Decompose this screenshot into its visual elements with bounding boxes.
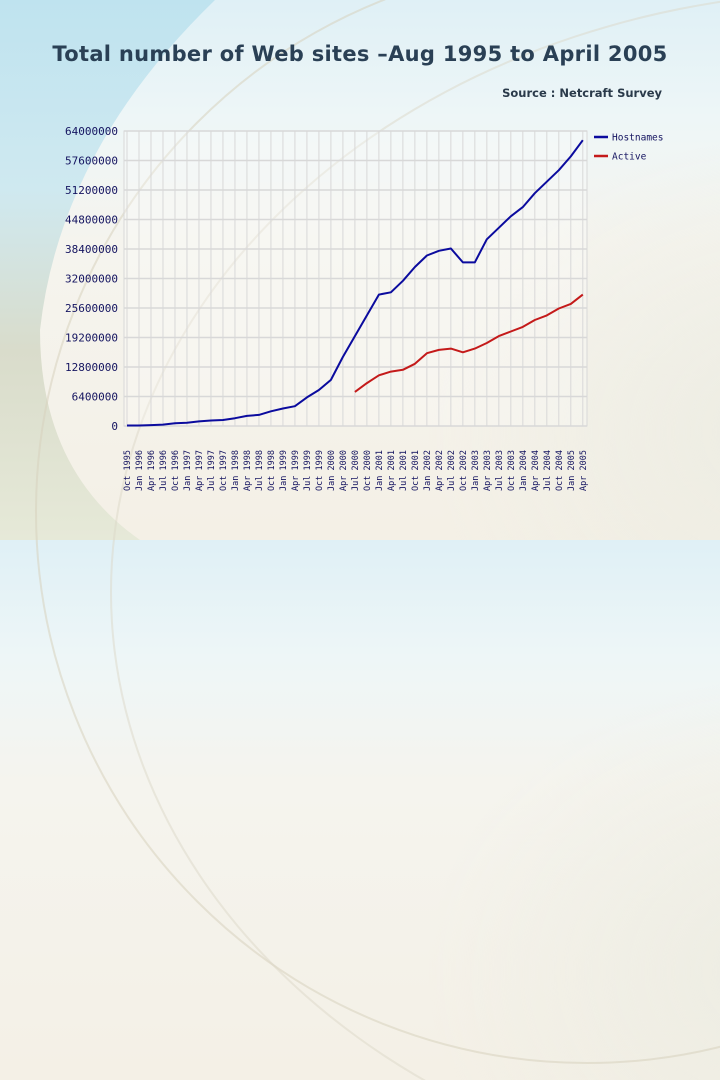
y-axis: 0 6400000 12800000 19200000 25600000 32000000…	[65, 125, 118, 433]
x-tick-label: Jan 1996	[135, 450, 145, 491]
x-tick-label: Apr 2000	[339, 450, 349, 491]
x-tick-label: Apr 1996	[147, 450, 157, 491]
legend-label-active: Active	[612, 152, 647, 163]
x-tick-label: Oct 1997	[219, 450, 229, 491]
x-tick-label: Oct 2002	[459, 450, 469, 491]
x-tick-label: Jul 1998	[255, 450, 265, 491]
y-tick-label: 19200000	[65, 332, 118, 345]
slide-title: Total number of Web sites –Aug 1995 to A…	[52, 42, 668, 66]
x-axis: Oct 1995 Jan 1996 Apr 1996 Jul 1996 Oct 1996…	[123, 450, 589, 491]
y-tick-label: 51200000	[65, 184, 118, 197]
x-tick-label: Oct 2003	[507, 450, 517, 491]
x-tick-label: Jan 2003	[471, 450, 481, 491]
x-tick-label: Jul 1997	[207, 450, 217, 491]
series-line-active	[354, 293, 584, 393]
x-tick-label: Apr 2002	[435, 450, 445, 491]
line-chart: 0 6400000 12800000 19200000 25600000 32000000…	[65, 125, 663, 491]
y-tick-label: 12800000	[65, 361, 118, 374]
x-tick-label: Jan 2002	[423, 450, 433, 491]
x-tick-label: Jan 1997	[183, 450, 193, 491]
x-tick-label: Jan 1999	[279, 450, 289, 491]
x-tick-label: Jul 2000	[351, 450, 361, 491]
x-tick-label: Jan 1998	[231, 450, 241, 491]
y-tick-label: 0	[111, 420, 118, 433]
x-tick-label: Apr 1998	[243, 450, 253, 491]
chart-series	[127, 139, 584, 427]
x-tick-label: Jul 2002	[447, 450, 457, 491]
chart-legend: Hostnames Active	[594, 133, 663, 163]
x-tick-label: Jan 2005	[567, 450, 577, 491]
x-tick-label: Oct 2000	[363, 450, 373, 491]
x-tick-label: Apr 1999	[291, 450, 301, 491]
x-tick-label: Oct 1998	[267, 450, 277, 491]
y-tick-label: 64000000	[65, 125, 118, 138]
x-tick-label: Apr 2001	[387, 450, 397, 491]
x-tick-label: Jul 1999	[303, 450, 313, 491]
x-tick-label: Oct 2004	[555, 450, 565, 491]
x-tick-label: Oct 1996	[171, 450, 181, 491]
x-tick-label: Jan 2001	[375, 450, 385, 491]
y-tick-label: 6400000	[72, 391, 118, 404]
legend-label-hostnames: Hostnames	[612, 133, 663, 144]
source-note: Source : Netcraft Survey	[502, 86, 662, 100]
y-tick-label: 57600000	[65, 155, 118, 168]
x-tick-label: Apr 2003	[483, 450, 493, 491]
x-tick-label: Apr 1997	[195, 450, 205, 491]
x-tick-label: Oct 1999	[315, 450, 325, 491]
x-tick-label: Jul 2004	[543, 450, 553, 491]
x-tick-label: Apr 2004	[531, 450, 541, 491]
x-tick-label: Jan 2004	[519, 450, 529, 491]
x-tick-label: Jul 2001	[399, 450, 409, 491]
y-tick-label: 38400000	[65, 243, 118, 256]
x-tick-label: Jul 2003	[495, 450, 505, 491]
x-tick-label: Apr 2005	[579, 450, 589, 491]
y-tick-label: 44800000	[65, 214, 118, 227]
series-line-hostnames	[127, 139, 584, 427]
x-tick-label: Jul 1996	[159, 450, 169, 491]
x-tick-label: Jan 2000	[327, 450, 337, 491]
y-tick-label: 25600000	[65, 302, 118, 315]
y-tick-label: 32000000	[65, 273, 118, 286]
chart-grid	[123, 130, 588, 427]
x-tick-label: Oct 1995	[123, 450, 133, 491]
x-tick-label: Oct 2001	[411, 450, 421, 491]
